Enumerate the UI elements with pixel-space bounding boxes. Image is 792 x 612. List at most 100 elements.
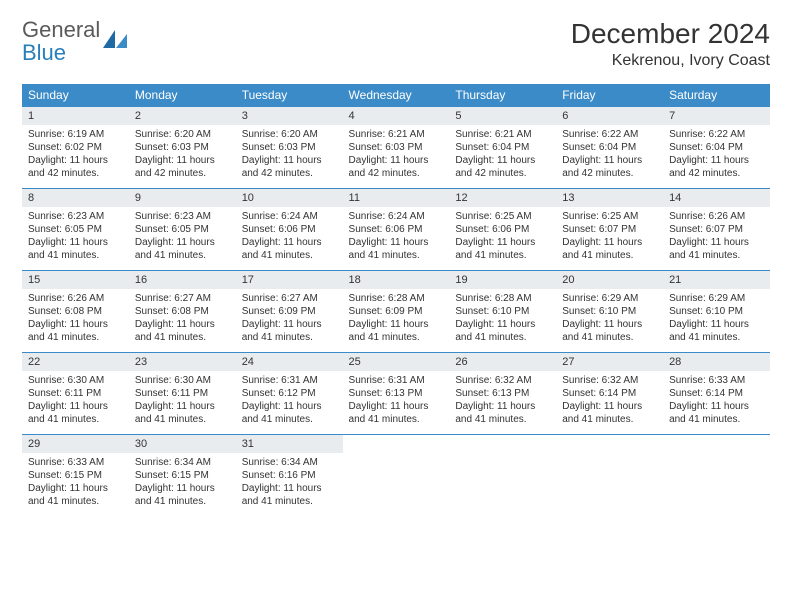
day-body: Sunrise: 6:23 AMSunset: 6:05 PMDaylight:…	[129, 207, 236, 264]
daylight-line: Daylight: 11 hours and 41 minutes.	[242, 482, 337, 508]
sunset-line: Sunset: 6:04 PM	[455, 141, 550, 154]
daylight-line: Daylight: 11 hours and 41 minutes.	[455, 236, 550, 262]
day-body: Sunrise: 6:28 AMSunset: 6:10 PMDaylight:…	[449, 289, 556, 346]
calendar-cell: 4Sunrise: 6:21 AMSunset: 6:03 PMDaylight…	[343, 107, 450, 189]
calendar-cell: 23Sunrise: 6:30 AMSunset: 6:11 PMDayligh…	[129, 353, 236, 435]
daylight-line: Daylight: 11 hours and 42 minutes.	[349, 154, 444, 180]
calendar-cell: 2Sunrise: 6:20 AMSunset: 6:03 PMDaylight…	[129, 107, 236, 189]
calendar-cell: 1Sunrise: 6:19 AMSunset: 6:02 PMDaylight…	[22, 107, 129, 189]
logo: General Blue	[22, 18, 129, 64]
sunset-line: Sunset: 6:10 PM	[562, 305, 657, 318]
day-body: Sunrise: 6:28 AMSunset: 6:09 PMDaylight:…	[343, 289, 450, 346]
day-body: Sunrise: 6:33 AMSunset: 6:15 PMDaylight:…	[22, 453, 129, 510]
day-body: Sunrise: 6:22 AMSunset: 6:04 PMDaylight:…	[556, 125, 663, 182]
sunset-line: Sunset: 6:13 PM	[349, 387, 444, 400]
daylight-line: Daylight: 11 hours and 41 minutes.	[28, 318, 123, 344]
day-number: 31	[236, 435, 343, 453]
day-number: 4	[343, 107, 450, 125]
title-block: December 2024 Kekrenou, Ivory Coast	[571, 18, 770, 70]
day-body: Sunrise: 6:19 AMSunset: 6:02 PMDaylight:…	[22, 125, 129, 182]
day-body: Sunrise: 6:34 AMSunset: 6:16 PMDaylight:…	[236, 453, 343, 510]
day-body: Sunrise: 6:32 AMSunset: 6:14 PMDaylight:…	[556, 371, 663, 428]
sunrise-line: Sunrise: 6:25 AM	[562, 210, 657, 223]
daylight-line: Daylight: 11 hours and 42 minutes.	[242, 154, 337, 180]
daylight-line: Daylight: 11 hours and 41 minutes.	[28, 236, 123, 262]
day-body: Sunrise: 6:23 AMSunset: 6:05 PMDaylight:…	[22, 207, 129, 264]
sunrise-line: Sunrise: 6:30 AM	[28, 374, 123, 387]
day-number: 7	[663, 107, 770, 125]
sunrise-line: Sunrise: 6:34 AM	[135, 456, 230, 469]
calendar-cell: 22 Sunrise: 6:30 AMSunset: 6:11 PMDayligh…	[22, 353, 129, 435]
daylight-line: Daylight: 11 hours and 41 minutes.	[669, 236, 764, 262]
sunset-line: Sunset: 6:02 PM	[28, 141, 123, 154]
weekday-header: Friday	[556, 84, 663, 107]
day-body: Sunrise: 6:24 AMSunset: 6:06 PMDaylight:…	[343, 207, 450, 264]
calendar-cell: 30Sunrise: 6:34 AMSunset: 6:15 PMDayligh…	[129, 435, 236, 517]
calendar-cell: 20Sunrise: 6:29 AMSunset: 6:10 PMDayligh…	[556, 271, 663, 353]
day-number: 9	[129, 189, 236, 207]
sunrise-line: Sunrise: 6:28 AM	[349, 292, 444, 305]
sunrise-line: Sunrise: 6:25 AM	[455, 210, 550, 223]
sunrise-line: Sunrise: 6:32 AM	[455, 374, 550, 387]
calendar-cell: 12Sunrise: 6:25 AMSunset: 6:06 PMDayligh…	[449, 189, 556, 271]
day-number: 6	[556, 107, 663, 125]
sunset-line: Sunset: 6:03 PM	[242, 141, 337, 154]
sunrise-line: Sunrise: 6:26 AM	[669, 210, 764, 223]
day-body: Sunrise: 6:30 AMSunset: 6:11 PMDaylight:…	[129, 371, 236, 428]
weekday-header: Tuesday	[236, 84, 343, 107]
logo-text-top: General	[22, 17, 100, 42]
sunset-line: Sunset: 6:06 PM	[349, 223, 444, 236]
daylight-line: Daylight: 11 hours and 41 minutes.	[455, 400, 550, 426]
day-body: Sunrise: 6:25 AMSunset: 6:07 PMDaylight:…	[556, 207, 663, 264]
day-body: Sunrise: 6:26 AMSunset: 6:08 PMDaylight:…	[22, 289, 129, 346]
sunrise-line: Sunrise: 6:22 AM	[669, 128, 764, 141]
day-body: Sunrise: 6:29 AMSunset: 6:10 PMDaylight:…	[556, 289, 663, 346]
daylight-line: Daylight: 11 hours and 41 minutes.	[349, 400, 444, 426]
day-body: Sunrise: 6:31 AMSunset: 6:13 PMDaylight:…	[343, 371, 450, 428]
sunset-line: Sunset: 6:07 PM	[669, 223, 764, 236]
sunrise-line: Sunrise: 6:26 AM	[28, 292, 123, 305]
calendar-row: 1Sunrise: 6:19 AMSunset: 6:02 PMDaylight…	[22, 107, 770, 189]
sunset-line: Sunset: 6:11 PM	[135, 387, 230, 400]
sunset-line: Sunset: 6:10 PM	[669, 305, 764, 318]
day-body: Sunrise: 6:24 AMSunset: 6:06 PMDaylight:…	[236, 207, 343, 264]
daylight-line: Daylight: 11 hours and 41 minutes.	[28, 400, 123, 426]
daylight-line: Daylight: 11 hours and 41 minutes.	[349, 318, 444, 344]
day-body: Sunrise: 6:21 AMSunset: 6:04 PMDaylight:…	[449, 125, 556, 182]
day-number: 25	[343, 353, 450, 371]
calendar-cell: 31Sunrise: 6:34 AMSunset: 6:16 PMDayligh…	[236, 435, 343, 517]
sunset-line: Sunset: 6:04 PM	[562, 141, 657, 154]
day-body: Sunrise: 6:27 AMSunset: 6:08 PMDaylight:…	[129, 289, 236, 346]
sunrise-line: Sunrise: 6:31 AM	[242, 374, 337, 387]
calendar-cell: 29Sunrise: 6:33 AMSunset: 6:15 PMDayligh…	[22, 435, 129, 517]
day-number: 3	[236, 107, 343, 125]
calendar-body: 1Sunrise: 6:19 AMSunset: 6:02 PMDaylight…	[22, 107, 770, 517]
sunrise-line: Sunrise: 6:23 AM	[28, 210, 123, 223]
logo-text-bottom: Blue	[22, 40, 66, 65]
sunrise-line: Sunrise: 6:30 AM	[135, 374, 230, 387]
day-number: 17	[236, 271, 343, 289]
sunrise-line: Sunrise: 6:21 AM	[455, 128, 550, 141]
calendar-row: 22Sunrise: 6:30 AMSunset: 6:11 PMDayligh…	[22, 353, 770, 435]
day-body: Sunrise: 6:21 AMSunset: 6:03 PMDaylight:…	[343, 125, 450, 182]
daylight-line: Daylight: 11 hours and 42 minutes.	[135, 154, 230, 180]
daylight-line: Daylight: 11 hours and 41 minutes.	[135, 318, 230, 344]
day-number: 20	[556, 271, 663, 289]
sunset-line: Sunset: 6:14 PM	[669, 387, 764, 400]
calendar-cell: 9Sunrise: 6:23 AMSunset: 6:05 PMDaylight…	[129, 189, 236, 271]
day-body: Sunrise: 6:25 AMSunset: 6:06 PMDaylight:…	[449, 207, 556, 264]
sunrise-line: Sunrise: 6:32 AM	[562, 374, 657, 387]
day-number: 22	[22, 353, 129, 371]
day-number: 24	[236, 353, 343, 371]
sunset-line: Sunset: 6:03 PM	[349, 141, 444, 154]
calendar-cell: 15Sunrise: 6:26 AMSunset: 6:08 PMDayligh…	[22, 271, 129, 353]
sunset-line: Sunset: 6:11 PM	[28, 387, 123, 400]
sunrise-line: Sunrise: 6:29 AM	[562, 292, 657, 305]
sunset-line: Sunset: 6:16 PM	[242, 469, 337, 482]
calendar-cell: 24Sunrise: 6:31 AMSunset: 6:12 PMDayligh…	[236, 353, 343, 435]
sunrise-line: Sunrise: 6:27 AM	[242, 292, 337, 305]
weekday-header: Saturday	[663, 84, 770, 107]
sunset-line: Sunset: 6:09 PM	[242, 305, 337, 318]
day-number: 5	[449, 107, 556, 125]
daylight-line: Daylight: 11 hours and 41 minutes.	[28, 482, 123, 508]
